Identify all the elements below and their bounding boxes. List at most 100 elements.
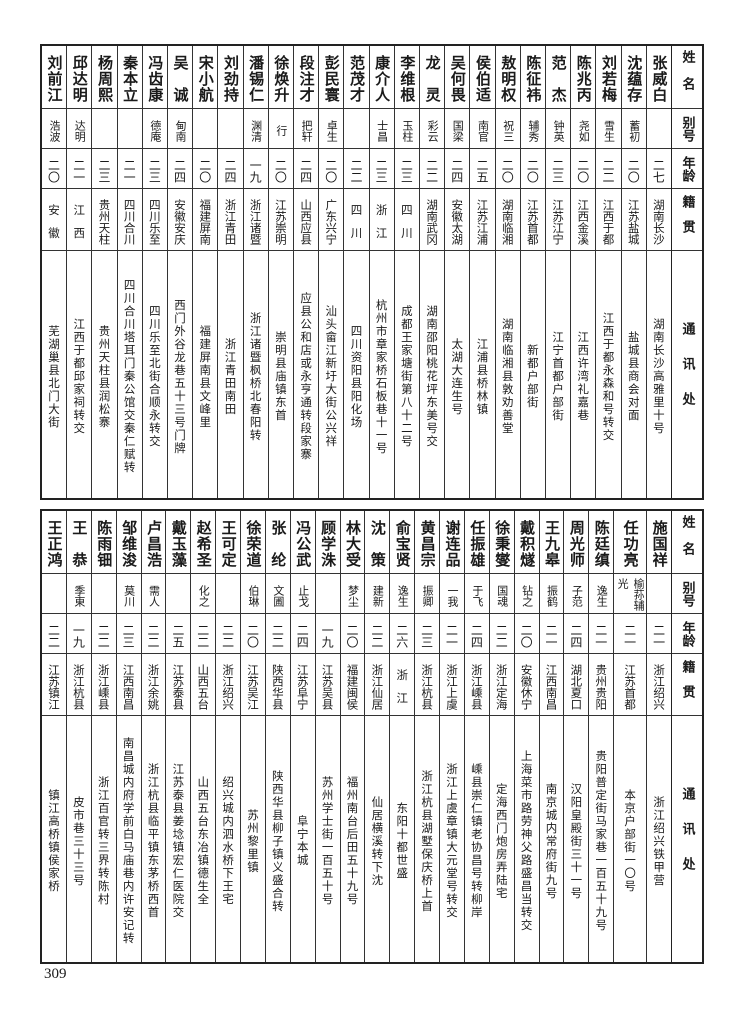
cell-alias: 振鹤 [539, 574, 564, 614]
cell-name: 刘若梅 [596, 46, 621, 109]
cell-alias: 玉柱 [394, 109, 419, 149]
cell-age: 二二 [596, 149, 621, 189]
cell-age: 二〇 [319, 149, 344, 189]
cell-native: 广东兴宁 [319, 189, 344, 251]
cell-age: 二五 [166, 614, 191, 654]
cell-alias: 雪生 [596, 109, 621, 149]
cell-native: 贵州天柱 [92, 189, 117, 251]
cell-age: 二四 [293, 149, 319, 189]
person-record: 秦本立 二一 四川合川 四川合川塔耳门秦公馆交秦仁赋转 [116, 46, 142, 498]
cell-alias: 把轩 [293, 109, 319, 149]
person-record: 卢昌浩 需人 二二 浙江余姚 浙江杭县临平镇东茅桥西首 [140, 511, 166, 962]
person-record: 徐荣道 伯琳 二〇 江苏吴江 苏州黎里镇 [240, 511, 265, 962]
cell-address: 上海菜市路劳神父路盛昌当转交 [519, 750, 534, 932]
cell-age: 二五 [470, 149, 495, 189]
cell-name: 范茂才 [344, 46, 369, 109]
cell-address: 芜湖巢县北门大街 [47, 324, 62, 429]
cell-age: 二二 [489, 614, 514, 654]
cell-address: 江西许湾礼嘉巷 [576, 331, 591, 422]
cell-name: 吴何畏 [445, 46, 470, 109]
roster-table-top: 姓名 别号 年龄 籍贯 通讯处 张威白 二七 湖南长沙 湖南长沙高雅里十号 沈蕴存 蓄初 二〇 江苏盐城… [40, 44, 704, 500]
header-address: 通讯处 [679, 322, 695, 427]
cell-native: 江苏盐城 [621, 189, 646, 251]
cell-alias: 梦尘 [340, 574, 365, 614]
cell-alias: 榆荪辅光 [614, 574, 647, 614]
cell-address: 浙江诸暨枫桥北春阳转 [248, 311, 263, 442]
cell-age: 二四 [564, 614, 589, 654]
cell-native: 江苏吴江 [241, 654, 265, 716]
person-record: 吴 诚甸南 二四 安徽安庆 西门外谷龙巷五十三号门牌 [166, 46, 193, 498]
person-record: 林大受 梦尘 二〇 福建闽侯 福州南台后田五十九号 [339, 511, 365, 962]
cell-alias: 需人 [141, 574, 166, 614]
cell-name: 施国祥 [647, 511, 671, 574]
cell-name: 顾学洙 [315, 511, 340, 574]
cell-native: 浙江青田 [218, 189, 243, 251]
cell-native: 江苏阜宁 [290, 654, 315, 716]
cell-age: 二二 [91, 614, 116, 654]
cell-age: 二一 [614, 614, 647, 654]
cell-native: 湖南长沙 [646, 189, 671, 251]
cell-age: 二〇 [340, 614, 365, 654]
cell-address: 浙江绍兴铁甲营 [652, 795, 667, 887]
cell-age: 二一 [539, 614, 564, 654]
cell-address: 湖南临湘县敦劝善堂 [500, 318, 515, 435]
cell-address: 应县公和店或永亨通转段家寨 [299, 292, 314, 461]
cell-name: 邱达明 [67, 46, 92, 109]
cell-address: 新都户部街 [525, 344, 540, 409]
cell-native: 浙江绍兴 [216, 654, 240, 716]
cell-age: 二二 [191, 614, 216, 654]
cell-alias: 逸生 [390, 574, 415, 614]
cell-age: 二三 [394, 149, 419, 189]
cell-native: 浙江仙居 [365, 654, 390, 716]
cell-address: 山西五台东冶镇德生全 [196, 776, 211, 906]
cell-address: 镇江高桥镇侯家桥 [46, 789, 61, 893]
cell-alias: 化之 [191, 574, 216, 614]
cell-address: 江西于都邱家祠转交 [72, 318, 87, 435]
cell-name: 沈 策 [365, 511, 390, 574]
person-record: 顾学洙 一九 江苏吴县 苏州学士街一百五十号 [314, 511, 340, 962]
cell-name: 刘劲持 [218, 46, 243, 109]
person-record: 康介人 士昌 二三浙 江杭州市章家桥石板巷十一号 [368, 46, 394, 498]
cell-address: 西门外谷龙巷五十三号门牌 [173, 298, 188, 455]
cell-name: 任振雄 [464, 511, 489, 574]
cell-native: 江苏首都 [614, 654, 647, 716]
cell-address: 福建屏南县文峰里 [198, 324, 213, 429]
cell-address: 浙江上虞章镇大元堂号转交 [444, 763, 459, 919]
cell-address: 汉阳皇殿街三十一号 [569, 782, 584, 900]
cell-age: 二三 [545, 149, 571, 189]
cell-alias: 尧如 [571, 109, 596, 149]
cell-alias: 逸生 [589, 574, 614, 614]
cell-name: 彭民寰 [319, 46, 344, 109]
cell-address: 湖南长沙高雅里十号 [651, 318, 666, 435]
person-record: 李维根 玉柱 二三四 川成都王家塘街第八十二号 [393, 46, 419, 498]
person-record: 彭民寰 卓生 二〇 广东兴宁 汕头畲江新圩大街公兴祥 [318, 46, 344, 498]
cell-alias [91, 574, 116, 614]
cell-age: 二一 [440, 614, 464, 654]
person-record: 任振雄 于飞 二四 浙江嵊县 嵊县崇仁镇老协昌号转柳岸 [463, 511, 489, 962]
cell-native: 江西南昌 [116, 654, 141, 716]
cell-alias: 一我 [440, 574, 464, 614]
cell-address: 皮市巷三十三号 [71, 795, 86, 887]
cell-native: 四 川 [394, 189, 419, 251]
cell-name: 冯齿康 [142, 46, 167, 109]
cell-name: 王 恭 [66, 511, 91, 574]
cell-native: 湖南临湘 [495, 189, 520, 251]
cell-age: 二四 [167, 149, 193, 189]
cell-age: 二〇 [193, 149, 218, 189]
person-record: 陈雨钿 二二 浙江嵊县 浙江百官转三界转陈村 [90, 511, 116, 962]
header-name: 姓名 [672, 511, 702, 574]
cell-age: 二〇 [621, 149, 646, 189]
cell-age: 二四 [218, 149, 243, 189]
cell-native: 江苏江浦 [470, 189, 495, 251]
cell-age: 二二 [141, 614, 166, 654]
cell-age: 二三 [116, 614, 141, 654]
cell-name: 沈蕴存 [621, 46, 646, 109]
header-age: 年龄 [672, 614, 702, 654]
cell-address: 浙江百官转三界转陈村 [96, 776, 111, 906]
header-address: 通讯处 [679, 786, 695, 892]
cell-alias: 士昌 [369, 109, 394, 149]
person-record: 任功亮 榆荪辅光 二一 江苏首都 本京户部街一〇号 [613, 511, 647, 962]
cell-name: 徐焕升 [268, 46, 293, 109]
page-number: 309 [44, 966, 67, 982]
person-record: 刘若梅 雪生 二二 江西于都 江西于都永森和号转交 [595, 46, 621, 498]
